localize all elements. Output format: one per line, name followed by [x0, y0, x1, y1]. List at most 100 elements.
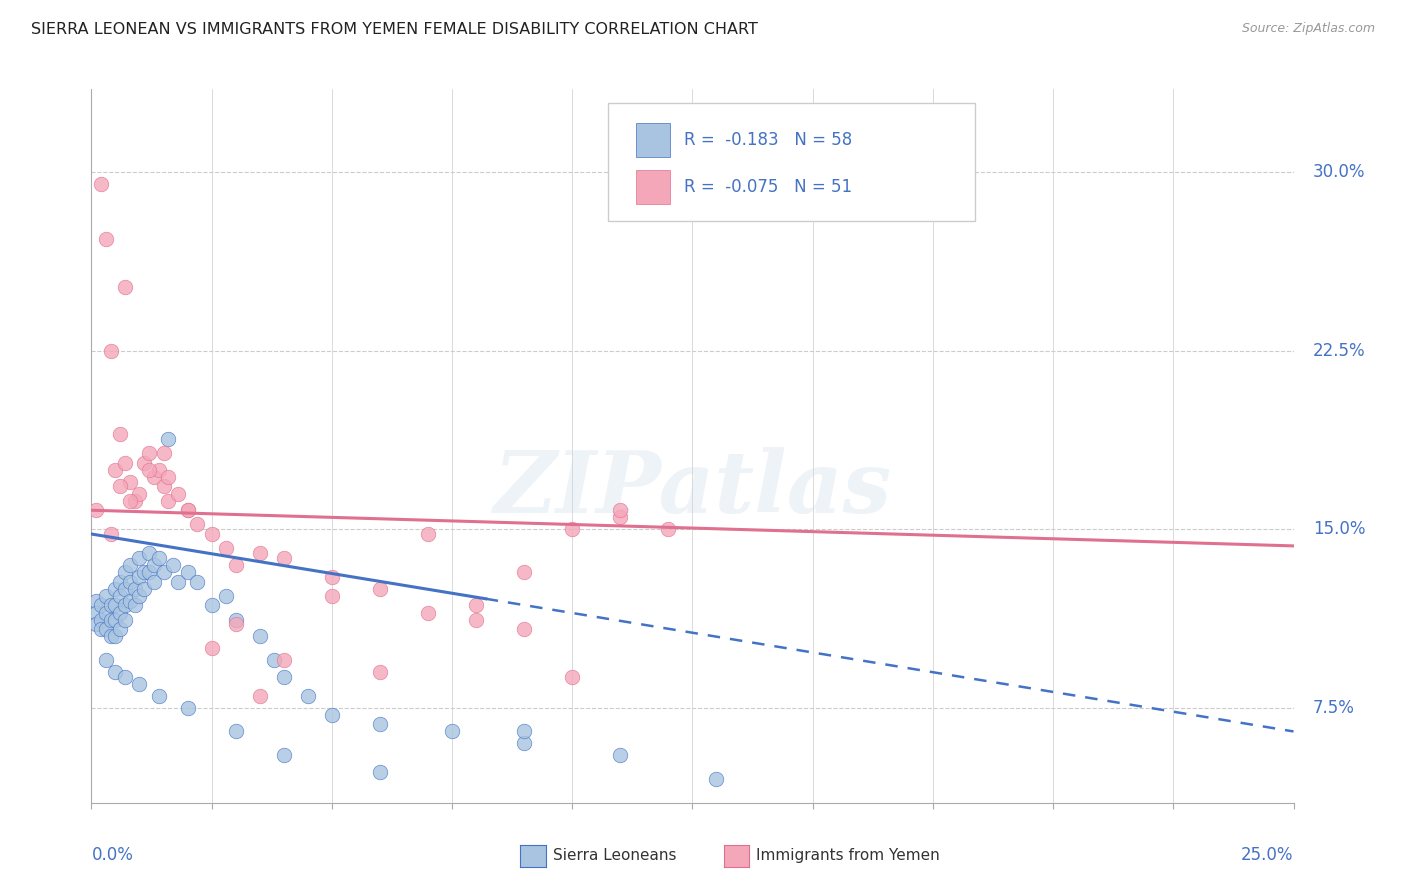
Point: [152, 446, 174, 460]
Point: [114, 279, 136, 293]
Point: [110, 427, 132, 442]
Point: [225, 724, 247, 739]
Point: [110, 589, 132, 603]
Point: [94, 232, 117, 246]
Point: [321, 707, 343, 722]
Text: 22.5%: 22.5%: [1313, 342, 1365, 359]
Point: [609, 510, 631, 524]
Point: [152, 479, 174, 493]
Point: [201, 527, 224, 541]
Point: [263, 653, 285, 667]
Point: [104, 665, 127, 679]
Point: [561, 522, 583, 536]
Point: [561, 670, 583, 684]
Point: [186, 574, 208, 589]
Text: 30.0%: 30.0%: [1313, 163, 1365, 181]
Point: [118, 574, 141, 589]
Point: [114, 582, 136, 596]
Point: [176, 700, 198, 714]
Point: [90, 622, 112, 636]
Point: [513, 724, 536, 739]
Point: [110, 622, 132, 636]
Point: [440, 724, 463, 739]
Point: [114, 599, 136, 613]
Point: [84, 606, 107, 620]
Point: [368, 582, 391, 596]
Point: [368, 665, 391, 679]
Point: [609, 503, 631, 517]
Point: [124, 493, 146, 508]
Point: [273, 670, 295, 684]
Point: [416, 527, 439, 541]
Point: [368, 764, 391, 779]
Point: [104, 613, 127, 627]
Text: Immigrants from Yemen: Immigrants from Yemen: [756, 848, 941, 863]
Point: [706, 772, 728, 786]
Point: [142, 558, 165, 572]
Point: [128, 589, 150, 603]
Point: [128, 570, 150, 584]
Point: [273, 550, 295, 565]
Point: [157, 470, 180, 484]
Point: [100, 629, 122, 643]
Point: [157, 432, 180, 446]
Text: SIERRA LEONEAN VS IMMIGRANTS FROM YEMEN FEMALE DISABILITY CORRELATION CHART: SIERRA LEONEAN VS IMMIGRANTS FROM YEMEN …: [31, 22, 758, 37]
Text: 0.0%: 0.0%: [91, 846, 134, 863]
Point: [124, 582, 146, 596]
Point: [104, 582, 127, 596]
Point: [84, 503, 107, 517]
Point: [167, 486, 190, 500]
Point: [104, 599, 127, 613]
Text: 25.0%: 25.0%: [1241, 846, 1294, 863]
Point: [118, 475, 141, 489]
Point: [513, 736, 536, 750]
Point: [176, 503, 198, 517]
Point: [142, 470, 165, 484]
Point: [215, 541, 238, 556]
Text: 15.0%: 15.0%: [1313, 520, 1365, 538]
Point: [90, 178, 112, 192]
Point: [186, 517, 208, 532]
Bar: [636, 169, 669, 203]
Point: [465, 599, 488, 613]
Point: [368, 717, 391, 731]
Point: [100, 343, 122, 358]
Point: [118, 558, 141, 572]
Point: [94, 589, 117, 603]
Point: [118, 593, 141, 607]
Bar: [636, 123, 669, 157]
Point: [297, 689, 319, 703]
Point: [100, 527, 122, 541]
Point: [118, 493, 141, 508]
Point: [176, 565, 198, 579]
Point: [94, 606, 117, 620]
Point: [176, 503, 198, 517]
Point: [84, 593, 107, 607]
Text: R =  -0.075   N = 51: R = -0.075 N = 51: [685, 178, 852, 195]
Point: [201, 599, 224, 613]
Point: [249, 629, 271, 643]
Point: [94, 653, 117, 667]
Point: [100, 599, 122, 613]
Point: [416, 606, 439, 620]
Point: [162, 558, 184, 572]
Point: [90, 613, 112, 627]
Point: [138, 446, 160, 460]
Point: [249, 546, 271, 560]
Point: [124, 599, 146, 613]
Point: [148, 689, 170, 703]
Point: [225, 558, 247, 572]
Point: [138, 463, 160, 477]
Point: [100, 613, 122, 627]
Point: [273, 653, 295, 667]
Point: [148, 463, 170, 477]
Point: [128, 550, 150, 565]
Point: [128, 677, 150, 691]
Point: [134, 582, 156, 596]
Point: [321, 570, 343, 584]
Point: [134, 565, 156, 579]
Point: [84, 617, 107, 632]
Point: [114, 670, 136, 684]
Text: Sierra Leoneans: Sierra Leoneans: [553, 848, 676, 863]
Point: [114, 613, 136, 627]
